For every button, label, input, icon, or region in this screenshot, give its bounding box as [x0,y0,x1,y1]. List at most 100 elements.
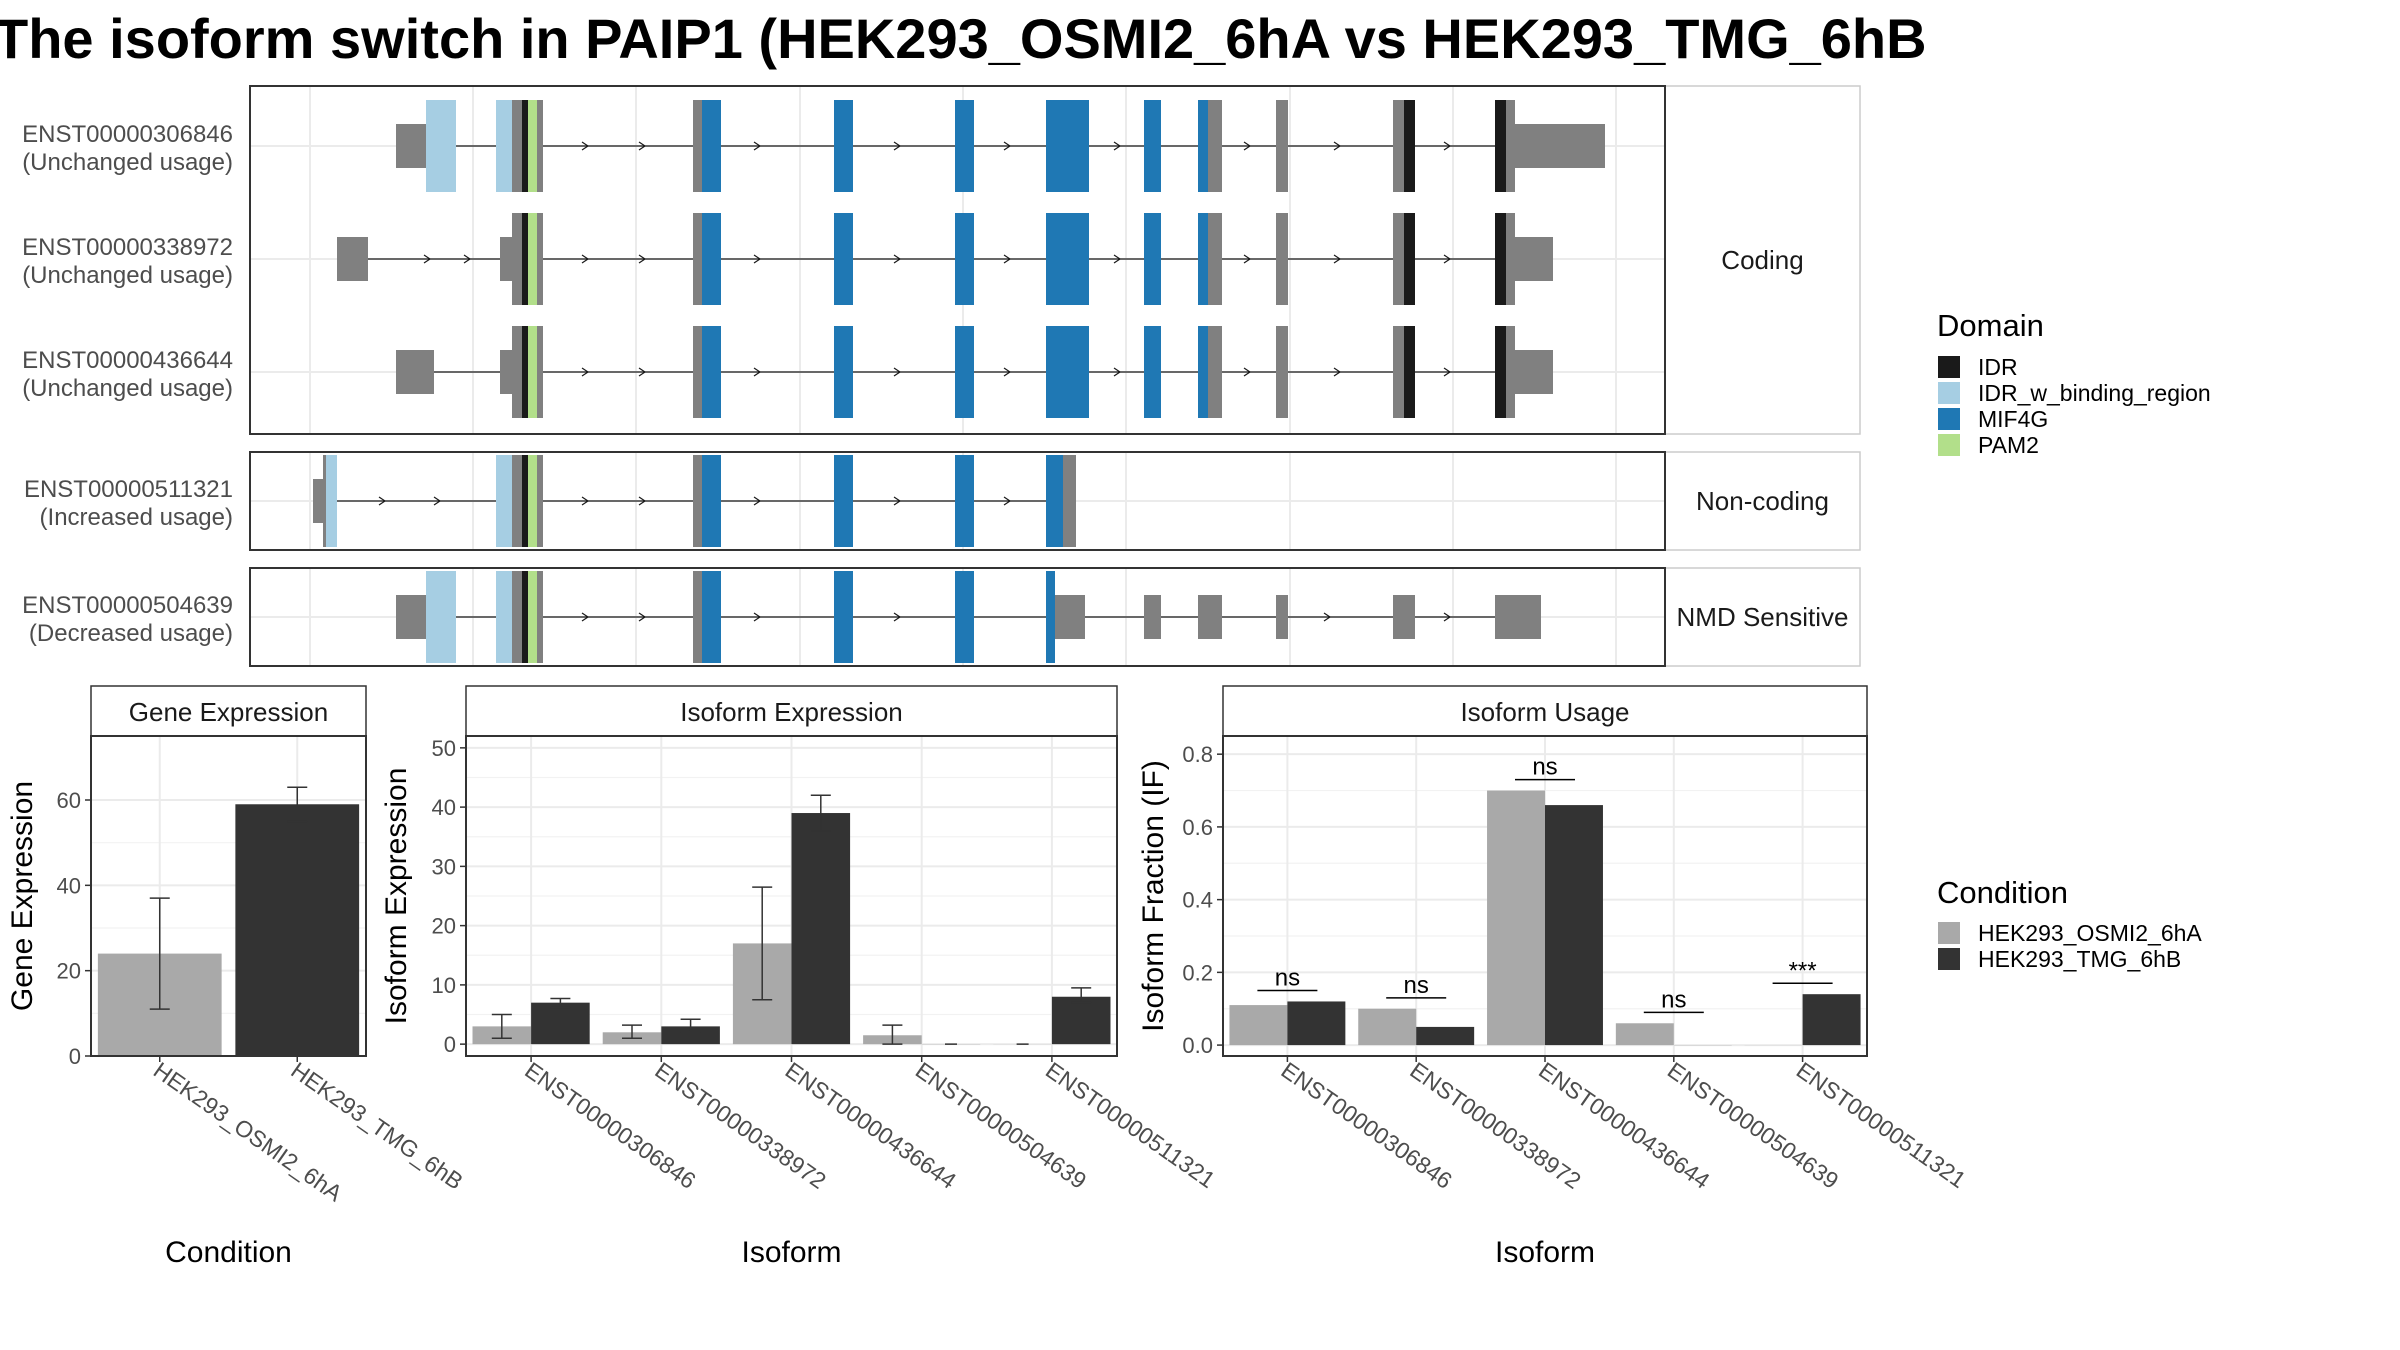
exon-block [537,100,543,192]
domain-block-pam2 [528,326,537,418]
domain-block-idr [522,455,528,547]
exon-block [1198,595,1222,639]
intron-arrow [1333,141,1342,151]
isoform-usage-label: (Unchanged usage) [22,375,233,402]
exon-block [323,455,326,547]
domain-block-mif4g [702,100,721,192]
y-tick-label: 30 [432,854,456,879]
domain-block-pam2 [528,571,537,663]
exon-block [512,455,522,547]
bar-hek293_tmg_6hb [235,804,360,1056]
domain-block-mif4g [834,571,853,663]
domain-block-idr [1495,100,1506,192]
y-axis-label: Isoform Expression [380,768,413,1025]
chart-border [90,735,367,1057]
exon-block [1515,237,1553,281]
transcript-row: ENST00000338972(Unchanged usage) [22,213,1553,305]
exon-block [1208,213,1222,305]
domain-block-idr [1495,213,1506,305]
domain-block-mif4g [702,213,721,305]
bar-hek293_tmg_6hb [1051,996,1111,1045]
domain-block-mif4g [834,213,853,305]
facet-strip [1664,85,1861,435]
domain-block-idr [1495,326,1506,418]
transcript-row: ENST00000306846(Unchanged usage) [22,100,1605,192]
x-axis-label: Isoform [741,1236,841,1269]
condition-legend-swatch [1938,922,1960,944]
exon-block [1506,100,1515,192]
exon-block [537,571,543,663]
exon-block [1144,595,1161,639]
domain-block-mif4g [955,455,974,547]
intron-arrow [1333,254,1342,264]
intron-arrow [1113,367,1122,377]
domain-block-idr [522,571,528,663]
y-tick-label: 40 [432,795,456,820]
condition-legend-title: Condition [1937,875,2068,910]
intron-arrow [581,254,590,264]
isoform-usage-label: (Unchanged usage) [22,262,233,289]
exon-block [512,213,522,305]
domain-block-idr-w-binding-region [426,100,456,192]
domain-block-mif4g [955,213,974,305]
facet-strip [1664,567,1861,667]
intron-arrow [463,254,472,264]
intron-arrow [638,254,647,264]
exon-block [1276,100,1288,192]
chart-strip [1222,685,1868,737]
exon-block [396,350,434,394]
isoform-id-label: ENST00000436644 [22,347,233,374]
y-tick-label: 60 [57,788,81,813]
isoform-usage-label: (Increased usage) [40,504,233,531]
exon-block [537,213,543,305]
bar-hek293_osmi2_6ha [1229,1005,1288,1046]
domain-block-pam2 [528,100,537,192]
bar-hek293_tmg_6hb [1802,994,1861,1046]
intron-arrow [581,367,590,377]
isoform-id-label: ENST00000504639 [22,592,233,619]
exon-block [1393,213,1404,305]
bar-hek293_tmg_6hb [1545,805,1603,1046]
domain-block-idr-w-binding-region [496,571,512,663]
intron-arrow [581,141,590,151]
exon-block [1506,213,1515,305]
condition-legend-label: HEK293_OSMI2_6hA [1978,920,2202,946]
intron-arrow [638,496,647,506]
isoform-id-label: ENST00000306846 [22,121,233,148]
bar-hek293_tmg_6hb [661,1026,720,1045]
domain-block-mif4g [702,571,721,663]
exon-block [512,571,522,663]
intron-arrow [1003,141,1012,151]
significance-label: *** [1789,957,1817,984]
intron-arrow [638,612,647,622]
transcript-row: ENST00000504639(Decreased usage) [22,571,1541,663]
domain-block-mif4g [1198,100,1208,192]
facet-strip [1664,451,1861,551]
intron-arrow [1243,367,1252,377]
domain-block-mif4g [834,100,853,192]
structure-facet-non-coding: Non-coding ENST00000511321(Increased usag… [24,451,1861,551]
intron-arrow [581,496,590,506]
isoform-usage-label: (Decreased usage) [29,620,233,647]
y-tick-label: 0.2 [1182,960,1213,985]
chart-title: Isoform Expression [680,697,903,727]
exon-block [693,455,702,547]
exon-block [693,326,702,418]
exon-block [396,595,426,639]
intron-arrow [753,367,762,377]
y-tick-label: 0 [69,1044,81,1069]
condition-legend-label: HEK293_TMG_6hB [1978,946,2181,972]
y-tick-label: 20 [57,959,81,984]
bar-hek293_osmi2_6ha [1487,790,1545,1046]
domain-legend-swatch [1938,382,1960,404]
exon-block [337,237,368,281]
domain-block-mif4g [955,326,974,418]
structure-facet-nmd-sensitive: NMD Sensitive ENST00000504639(Decreased u… [22,567,1861,667]
exon-block [1495,595,1541,639]
domain-block-mif4g [1046,100,1089,192]
domain-legend-swatch [1938,434,1960,456]
y-tick-label: 0.8 [1182,742,1213,767]
